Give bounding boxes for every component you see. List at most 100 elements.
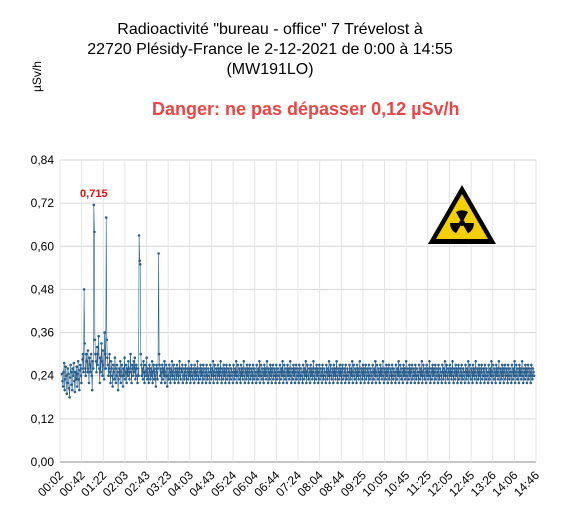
y-tick-label: 0,24 bbox=[31, 369, 55, 383]
data-point bbox=[408, 363, 411, 367]
data-point bbox=[486, 374, 489, 378]
data-point bbox=[61, 385, 65, 388]
data-point bbox=[466, 360, 470, 363]
data-point bbox=[375, 363, 379, 367]
data-point bbox=[411, 378, 414, 381]
data-point bbox=[234, 360, 238, 363]
data-point bbox=[400, 378, 403, 381]
data-point bbox=[261, 367, 265, 370]
data-point bbox=[106, 363, 110, 367]
data-point bbox=[85, 352, 88, 356]
data-point bbox=[281, 360, 284, 363]
data-point bbox=[401, 370, 404, 374]
data-point bbox=[493, 367, 496, 370]
data-point bbox=[356, 374, 359, 378]
data-point bbox=[169, 367, 173, 370]
data-point bbox=[95, 345, 99, 349]
data-point bbox=[446, 367, 450, 370]
data-point bbox=[373, 374, 377, 378]
data-point bbox=[187, 360, 191, 363]
data-point bbox=[487, 363, 491, 367]
data-point bbox=[465, 378, 468, 381]
data-point bbox=[149, 378, 152, 381]
data-point bbox=[268, 363, 272, 367]
data-point bbox=[427, 378, 430, 381]
data-point bbox=[131, 367, 134, 370]
data-point bbox=[351, 381, 355, 385]
data-point bbox=[354, 367, 357, 370]
data-point bbox=[151, 370, 155, 374]
data-point bbox=[297, 370, 300, 374]
data-point bbox=[128, 367, 132, 370]
data-point bbox=[313, 381, 316, 385]
data-point bbox=[102, 363, 105, 367]
data-point bbox=[491, 370, 494, 374]
data-point bbox=[338, 378, 341, 381]
data-point bbox=[449, 367, 453, 370]
data-point bbox=[261, 370, 265, 374]
data-point bbox=[74, 370, 77, 374]
data-point bbox=[227, 370, 230, 374]
data-point bbox=[141, 367, 144, 370]
data-point bbox=[475, 374, 478, 378]
data-point bbox=[278, 381, 281, 385]
data-point bbox=[167, 374, 170, 378]
data-point bbox=[383, 370, 387, 374]
data-point bbox=[171, 378, 174, 381]
data-point bbox=[254, 374, 257, 378]
data-point bbox=[448, 381, 451, 385]
data-point bbox=[458, 367, 462, 370]
data-point bbox=[391, 378, 395, 381]
data-point bbox=[530, 374, 534, 378]
data-point bbox=[185, 381, 188, 385]
data-point bbox=[179, 378, 182, 381]
data-point bbox=[434, 378, 438, 381]
data-point bbox=[513, 360, 516, 363]
data-point bbox=[526, 363, 530, 367]
data-point bbox=[484, 378, 488, 381]
data-point bbox=[68, 396, 71, 399]
data-point bbox=[361, 363, 365, 367]
data-point bbox=[518, 363, 521, 367]
data-point bbox=[404, 360, 408, 363]
data-point bbox=[294, 363, 298, 367]
data-point bbox=[481, 374, 485, 378]
data-point bbox=[499, 367, 502, 370]
data-point bbox=[371, 363, 375, 367]
data-point bbox=[271, 363, 275, 367]
data-point bbox=[356, 367, 360, 370]
data-point bbox=[67, 387, 71, 390]
data-point bbox=[389, 367, 392, 370]
data-point bbox=[473, 378, 477, 381]
data-point bbox=[313, 367, 317, 370]
data-point bbox=[366, 370, 370, 374]
data-point bbox=[69, 363, 72, 367]
data-point bbox=[531, 367, 535, 370]
data-point bbox=[113, 356, 117, 360]
data-point bbox=[447, 370, 451, 374]
data-point bbox=[114, 381, 118, 385]
data-point bbox=[471, 363, 475, 367]
data-point bbox=[91, 360, 94, 363]
data-point bbox=[177, 381, 180, 385]
data-point bbox=[295, 374, 299, 378]
data-point bbox=[285, 370, 288, 374]
data-point bbox=[525, 381, 529, 385]
data-point bbox=[395, 378, 399, 381]
data-point bbox=[90, 374, 93, 378]
data-point bbox=[277, 374, 281, 378]
data-point bbox=[178, 374, 182, 378]
data-point bbox=[282, 363, 286, 367]
data-point bbox=[192, 381, 196, 385]
data-point bbox=[165, 385, 169, 388]
data-point bbox=[79, 363, 82, 367]
data-point bbox=[243, 374, 246, 378]
data-point bbox=[458, 374, 461, 378]
data-point bbox=[132, 360, 135, 363]
data-point bbox=[416, 374, 420, 378]
data-point bbox=[269, 374, 273, 378]
data-point bbox=[412, 370, 416, 374]
data-point bbox=[413, 381, 417, 385]
data-point bbox=[340, 370, 344, 374]
data-point bbox=[170, 374, 173, 378]
